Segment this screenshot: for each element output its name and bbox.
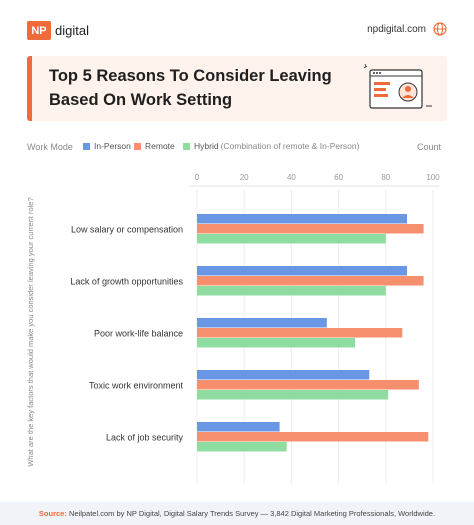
bar-in-person [197, 422, 280, 432]
bar-hybrid [197, 390, 389, 400]
legend-swatch-hybrid [183, 142, 190, 150]
category-label: Poor work-life balance [94, 329, 183, 339]
title-accent-bar [27, 56, 32, 121]
legend-swatch-in-person [83, 142, 90, 150]
browser-window-illustration-icon [363, 63, 432, 109]
legend: Work Mode In-Person Remote Hybrid (Combi… [27, 141, 447, 155]
bar-hybrid [197, 338, 356, 348]
source-text: Neilpatel.com by NP Digital, Digital Sal… [68, 509, 436, 518]
bar-remote [197, 380, 419, 390]
category-label: Lack of growth opportunities [70, 277, 183, 287]
x-tick-label: 60 [334, 173, 343, 182]
bar-remote [197, 432, 429, 442]
x-tick-label: 0 [195, 173, 200, 182]
bar-remote [197, 224, 424, 234]
site-url[interactable]: npdigital.com [367, 24, 426, 35]
legend-label-remote: Remote [145, 141, 175, 151]
title-card: Top 5 Reasons To Consider Leaving Based … [27, 56, 447, 121]
legend-swatch-remote [134, 142, 141, 150]
bar-chart: 0 20 40 60 80 100 What are the key factors tha… [26, 173, 440, 484]
legend-item-remote: Remote [134, 141, 175, 151]
x-tick-label: 100 [426, 173, 440, 182]
category-label: Low salary or compensation [71, 225, 183, 235]
category-label: Lack of job security [106, 433, 184, 443]
y-axis-title: What are the key factors that would make… [26, 197, 35, 466]
legend-note-hybrid: (Combination of remote & In-Person) [220, 141, 360, 151]
x-tick-label: 20 [240, 173, 249, 182]
logo-wordmark: digital [55, 23, 89, 38]
bar-hybrid [197, 442, 287, 452]
x-tick-label: 40 [287, 173, 296, 182]
x-tick-label: 80 [381, 173, 390, 182]
np-logo-mark: NP [27, 21, 51, 40]
legend-label-in-person: In-Person [94, 141, 131, 151]
bar-in-person [197, 214, 408, 224]
bar-remote [197, 276, 424, 286]
legend-item-hybrid: Hybrid (Combination of remote & In-Perso… [183, 141, 359, 151]
bar-remote [197, 328, 403, 338]
bar-in-person [197, 266, 408, 276]
legend-label-hybrid: Hybrid [194, 141, 219, 151]
footer: Source: Neilpatel.com by NP Digital, Dig… [0, 502, 474, 525]
bar-in-person [197, 318, 327, 328]
globe-icon [433, 22, 447, 36]
source-label: Source: [38, 509, 67, 518]
title-line-2: Based On Work Setting [49, 91, 233, 109]
chart-title: Top 5 Reasons To Consider Leaving Based … [49, 64, 349, 112]
category-label: Toxic work environment [89, 381, 184, 391]
bar-hybrid [197, 286, 386, 296]
bar-in-person [197, 370, 370, 380]
title-line-1: Top 5 Reasons To Consider Leaving [49, 67, 332, 85]
bar-hybrid [197, 234, 386, 244]
count-label: Count [416, 142, 441, 152]
legend-item-in-person: In-Person [83, 141, 131, 151]
legend-title: Work Mode [27, 142, 73, 152]
header: NP digital npdigital.com [0, 0, 474, 56]
